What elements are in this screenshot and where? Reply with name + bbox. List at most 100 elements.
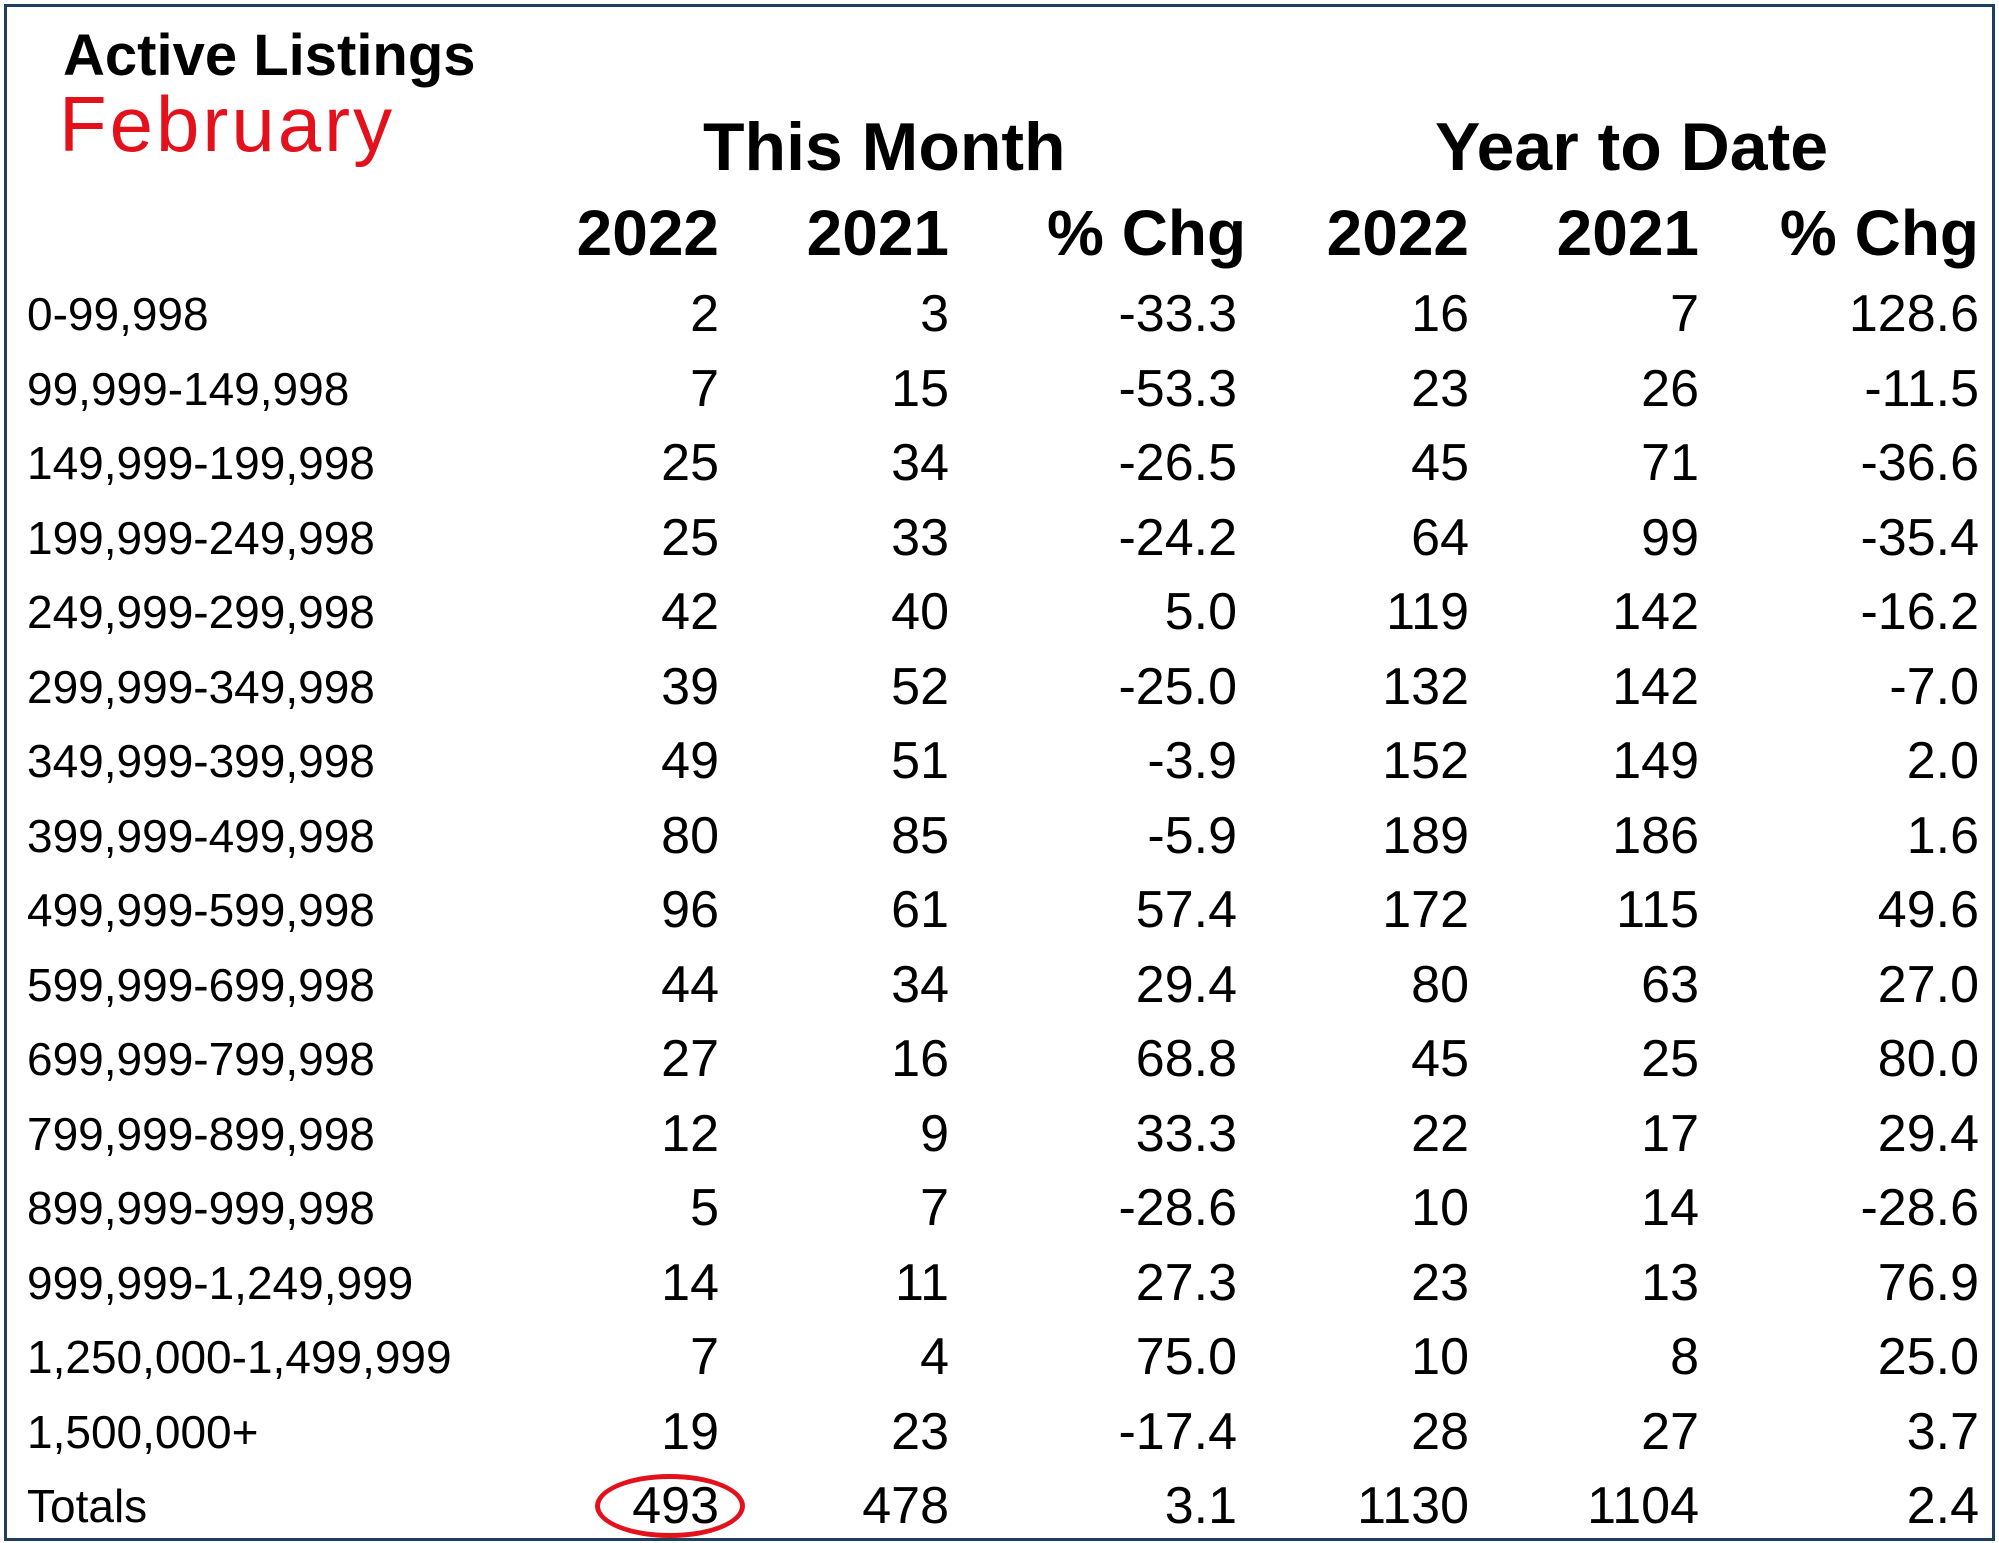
cell-ytd-2022: 80 (1411, 955, 1469, 1014)
table-row: 0-99,998 2 3 -33.3 16 7 128.6 (7, 277, 1999, 351)
cell-ytd-pct-chg: 2.4 (1906, 1477, 1979, 1535)
column-header-ytd-pct-chg: % Chg (1779, 197, 1979, 269)
cell-ytd-2021: 149 (1612, 732, 1699, 790)
cell-month-2021: 34 (891, 434, 949, 492)
cell-month-2021: 3 (920, 285, 949, 343)
cell-month-2021: 61 (891, 881, 949, 939)
cell-month-2022: 25 (661, 434, 719, 492)
cell-month-2022: 49 (661, 732, 719, 790)
cell-month-2021: 23 (891, 1402, 949, 1461)
table-row: 249,999-299,998 42 40 5.0 119 142 -16.2 (7, 575, 1999, 649)
table-row: 199,999-249,998 25 33 -24.2 64 99 -35.4 (7, 501, 1999, 575)
cell-month-pct-chg: -53.3 (1118, 359, 1237, 418)
cell-month-2021: 51 (891, 732, 949, 790)
row-label: 399,999-499,998 (27, 809, 375, 862)
cell-month-2022: 19 (661, 1402, 719, 1461)
cell-ytd-2021: 142 (1612, 657, 1699, 716)
cell-month-2022: 5 (690, 1179, 719, 1237)
row-label: 149,999-199,998 (27, 437, 375, 489)
table-row: 399,999-499,998 80 85 -5.9 189 186 1.6 (7, 799, 1999, 873)
table-row: 149,999-199,998 25 34 -26.5 45 71 -36.6 (7, 426, 1999, 500)
table-row: 599,999-699,998 44 34 29.4 80 63 27.0 (7, 948, 1999, 1022)
cell-month-pct-chg: 75.0 (1135, 1328, 1237, 1386)
cell-month-2022: 7 (690, 1328, 719, 1386)
cell-ytd-pct-chg: 49.6 (1877, 881, 1979, 939)
cell-ytd-2021: 142 (1612, 583, 1699, 641)
cell-month-pct-chg: -3.9 (1147, 732, 1237, 790)
cell-ytd-pct-chg: -35.4 (1860, 508, 1979, 567)
cell-month-pct-chg: 5.0 (1164, 583, 1237, 641)
cell-ytd-2022: 23 (1411, 1253, 1469, 1312)
cell-month-pct-chg: -28.6 (1118, 1179, 1237, 1237)
cell-ytd-pct-chg: 29.4 (1877, 1104, 1979, 1163)
table-row: 1,250,000-1,499,999 7 4 75.0 10 8 25.0 (7, 1320, 1999, 1394)
cell-month-pct-chg: 3.1 (1164, 1477, 1237, 1535)
cell-ytd-2021: 71 (1641, 434, 1699, 492)
cell-month-2021: 9 (920, 1104, 949, 1163)
cell-ytd-pct-chg: -7.0 (1889, 657, 1979, 716)
row-label: 0-99,998 (27, 288, 209, 340)
cell-ytd-2021: 25 (1641, 1030, 1699, 1088)
row-label: 1,250,000-1,499,999 (27, 1331, 452, 1383)
cell-month-2022: 80 (661, 806, 719, 865)
cell-month-2021: 34 (891, 955, 949, 1014)
cell-month-2022: 42 (661, 583, 719, 641)
cell-ytd-pct-chg: 25.0 (1877, 1328, 1979, 1386)
cell-month-2022: 27 (661, 1030, 719, 1088)
cell-ytd-2022: 64 (1411, 508, 1469, 567)
table-row: 299,999-349,998 39 52 -25.0 132 142 -7.0 (7, 650, 1999, 724)
cell-month-2021: 7 (920, 1179, 949, 1237)
table-row: 899,999-999,998 5 7 -28.6 10 14 -28.6 (7, 1171, 1999, 1245)
cell-ytd-2022: 16 (1411, 285, 1469, 343)
row-label: 999,999-1,249,999 (27, 1256, 414, 1309)
cell-month-pct-chg: -5.9 (1147, 806, 1237, 865)
cell-ytd-2022: 132 (1382, 657, 1469, 716)
row-label: 899,999-999,998 (27, 1182, 375, 1234)
cell-month-2021: 40 (891, 583, 949, 641)
cell-ytd-pct-chg: 27.0 (1877, 955, 1979, 1014)
cell-month-2022: 12 (661, 1104, 719, 1163)
cell-month-pct-chg: -33.3 (1118, 285, 1237, 343)
cell-ytd-2022: 22 (1411, 1104, 1469, 1163)
cell-month-2021: 85 (891, 806, 949, 865)
table-row: 99,999-149,998 7 15 -53.3 23 26 -11.5 (7, 352, 1999, 426)
table-row: 1,500,000+ 19 23 -17.4 28 27 3.7 (7, 1395, 1999, 1469)
cell-month-2021: 15 (891, 359, 949, 418)
cell-ytd-2022: 23 (1411, 359, 1469, 418)
cell-ytd-pct-chg: -28.6 (1860, 1179, 1979, 1237)
cell-ytd-2021: 186 (1612, 806, 1699, 865)
cell-ytd-2021: 115 (1616, 881, 1699, 939)
cell-month-2021: 4 (920, 1328, 949, 1386)
cell-ytd-2022: 172 (1382, 881, 1469, 939)
cell-ytd-pct-chg: -36.6 (1860, 434, 1979, 492)
row-label: 799,999-899,998 (27, 1107, 375, 1160)
cell-ytd-2022: 10 (1411, 1179, 1469, 1237)
cell-ytd-pct-chg: 80.0 (1877, 1030, 1979, 1088)
cell-ytd-2022: 152 (1382, 732, 1469, 790)
column-header-month-2021: 2021 (806, 197, 949, 269)
cell-month-2021: 16 (891, 1030, 949, 1088)
cell-ytd-2022: 10 (1411, 1328, 1469, 1386)
cell-ytd-2021: 13 (1641, 1253, 1699, 1312)
cell-month-pct-chg: 29.4 (1135, 955, 1237, 1014)
table-row: 499,999-599,998 96 61 57.4 172 115 49.6 (7, 873, 1999, 947)
cell-month-2022: 44 (661, 955, 719, 1014)
cell-ytd-2022: 45 (1411, 1030, 1469, 1088)
cell-month-2021: 52 (891, 657, 949, 716)
cell-ytd-2021: 8 (1670, 1328, 1699, 1386)
cell-ytd-2021: 7 (1670, 285, 1699, 343)
row-label: Totals (27, 1480, 148, 1532)
cell-month-2022: 7 (690, 359, 719, 418)
group-header-this-month: This Month (703, 109, 1066, 185)
cell-ytd-2022: 28 (1411, 1402, 1469, 1461)
cell-month-2022: 25 (661, 508, 719, 567)
cell-ytd-pct-chg: -11.5 (1864, 359, 1979, 418)
cell-month-pct-chg: -17.4 (1118, 1402, 1237, 1461)
table-row: 349,999-399,998 49 51 -3.9 152 149 2.0 (7, 724, 1999, 798)
cell-month-pct-chg: 33.3 (1135, 1104, 1237, 1163)
cell-ytd-2021: 99 (1641, 508, 1699, 567)
cell-month-pct-chg: 68.8 (1135, 1030, 1237, 1088)
table-frame: Active Listings February This Month Year… (4, 4, 1995, 1541)
cell-ytd-pct-chg: -16.2 (1860, 583, 1979, 641)
cell-month-2022: 14 (661, 1253, 719, 1312)
